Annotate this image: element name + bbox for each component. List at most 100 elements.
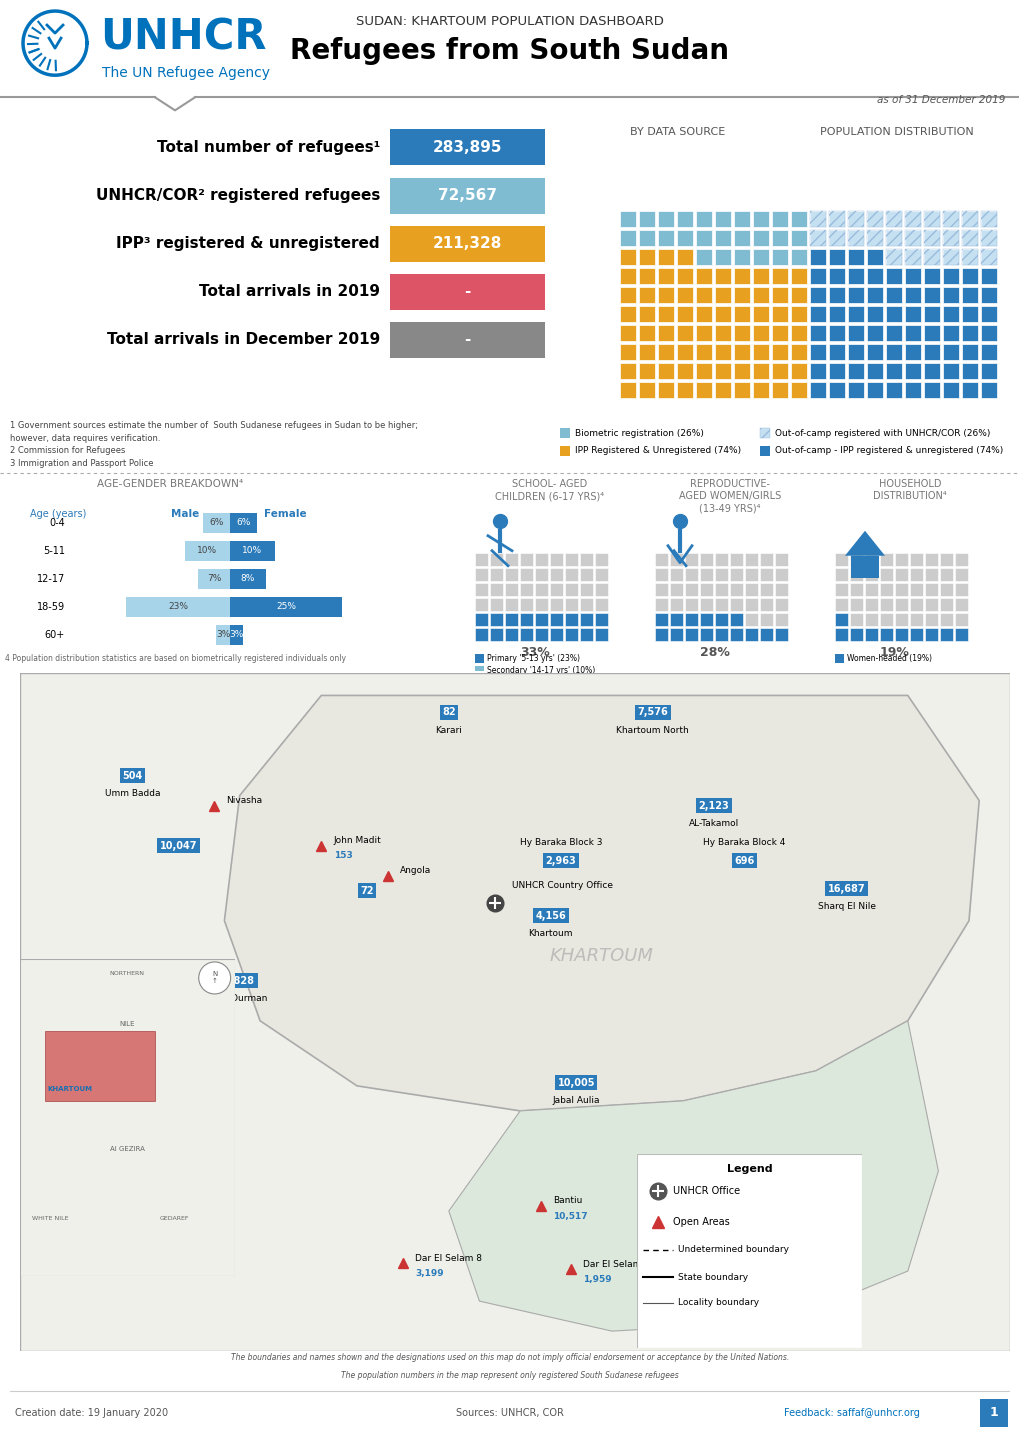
Bar	[809, 287, 825, 303]
Bar	[580, 583, 592, 596]
Bar	[216, 624, 229, 645]
Text: Total arrivals in 2019: Total arrivals in 2019	[199, 284, 380, 300]
Bar	[229, 513, 257, 532]
Text: GEDAREF: GEDAREF	[160, 1216, 190, 1221]
Text: UNHCR Office: UNHCR Office	[673, 1187, 740, 1195]
Bar	[389, 177, 544, 213]
Bar	[669, 568, 683, 581]
Bar	[759, 583, 772, 596]
Bar	[961, 229, 977, 245]
Text: Out-of-camp registered with UNHCR/COR (26%): Out-of-camp registered with UNHCR/COR (2…	[774, 428, 989, 437]
Bar	[980, 287, 996, 303]
Bar	[961, 229, 977, 245]
Bar	[771, 248, 788, 265]
Bar	[714, 363, 731, 379]
Text: Out-of-camp - IPP registered & unregistered (74%): Out-of-camp - IPP registered & unregiste…	[774, 447, 1003, 456]
Bar	[620, 306, 636, 322]
Bar	[714, 597, 728, 610]
Bar	[734, 306, 749, 322]
Bar	[638, 382, 654, 398]
Bar	[828, 211, 844, 226]
Bar	[809, 229, 825, 245]
Bar	[961, 268, 977, 284]
Bar	[943, 211, 958, 226]
Bar	[699, 627, 712, 640]
Text: Khartoum North: Khartoum North	[615, 725, 689, 735]
Bar	[594, 613, 607, 626]
Text: AI GEZIRA: AI GEZIRA	[109, 1146, 145, 1152]
Bar	[714, 627, 728, 640]
Text: Jabal Aulia: Jabal Aulia	[552, 1096, 599, 1106]
Bar	[580, 568, 592, 581]
Text: 3,199: 3,199	[415, 1269, 443, 1278]
Text: State boundary: State boundary	[678, 1273, 748, 1282]
Bar	[695, 382, 711, 398]
Bar	[535, 613, 547, 626]
Bar	[677, 287, 692, 303]
Text: SUDAN: KHARTOUM POPULATION DASHBOARD: SUDAN: KHARTOUM POPULATION DASHBOARD	[356, 14, 663, 27]
Bar	[549, 583, 562, 596]
Text: 60+: 60+	[45, 630, 65, 640]
Bar	[752, 382, 768, 398]
Bar	[475, 613, 487, 626]
Bar	[654, 552, 667, 565]
Text: Angola: Angola	[399, 867, 431, 875]
Bar	[520, 627, 533, 640]
Bar	[924, 597, 937, 610]
Bar	[923, 324, 940, 340]
Bar	[714, 306, 731, 322]
Bar	[809, 382, 825, 398]
Bar	[879, 627, 892, 640]
Bar	[909, 597, 922, 610]
Bar	[923, 229, 940, 245]
Bar	[771, 287, 788, 303]
Bar	[943, 324, 958, 340]
Bar	[752, 324, 768, 340]
Text: KHARTOUM: KHARTOUM	[48, 1086, 93, 1092]
Text: 2,123: 2,123	[698, 800, 729, 810]
Bar	[835, 568, 847, 581]
Bar	[520, 583, 533, 596]
Bar	[759, 613, 772, 626]
Bar	[924, 583, 937, 596]
Bar	[943, 345, 958, 360]
Bar	[904, 248, 920, 265]
Bar	[943, 248, 958, 265]
Bar	[759, 597, 772, 610]
Text: 5-11: 5-11	[43, 545, 65, 555]
Bar	[943, 382, 958, 398]
Bar	[940, 597, 952, 610]
Bar	[866, 287, 882, 303]
Bar	[828, 229, 844, 245]
Bar	[909, 583, 922, 596]
Text: 1: 1	[988, 1406, 998, 1419]
Bar	[979, 1399, 1007, 1428]
Bar	[923, 306, 940, 322]
Bar	[734, 363, 749, 379]
Text: 3%: 3%	[229, 630, 244, 639]
Text: 12-17: 12-17	[37, 574, 65, 584]
Bar	[961, 363, 977, 379]
Bar	[699, 583, 712, 596]
Text: 25%: 25%	[276, 603, 296, 611]
Text: Open Areas: Open Areas	[673, 1217, 730, 1227]
Bar	[980, 363, 996, 379]
Bar	[565, 552, 578, 565]
Bar	[594, 568, 607, 581]
Text: The UN Refugee Agency: The UN Refugee Agency	[102, 66, 270, 81]
Bar	[669, 597, 683, 610]
Bar	[886, 306, 901, 322]
Bar	[828, 248, 844, 265]
Bar	[654, 627, 667, 640]
Bar	[714, 583, 728, 596]
Bar	[489, 568, 502, 581]
Bar	[771, 211, 788, 226]
Bar	[879, 552, 892, 565]
Bar	[714, 248, 731, 265]
Text: 1,959: 1,959	[583, 1275, 611, 1283]
Bar	[961, 211, 977, 226]
Text: Um Durman: Um Durman	[212, 995, 267, 1004]
Bar	[954, 552, 967, 565]
Text: Primary '5-13 yrs' (23%): Primary '5-13 yrs' (23%)	[486, 655, 580, 663]
Text: 10%: 10%	[243, 547, 262, 555]
